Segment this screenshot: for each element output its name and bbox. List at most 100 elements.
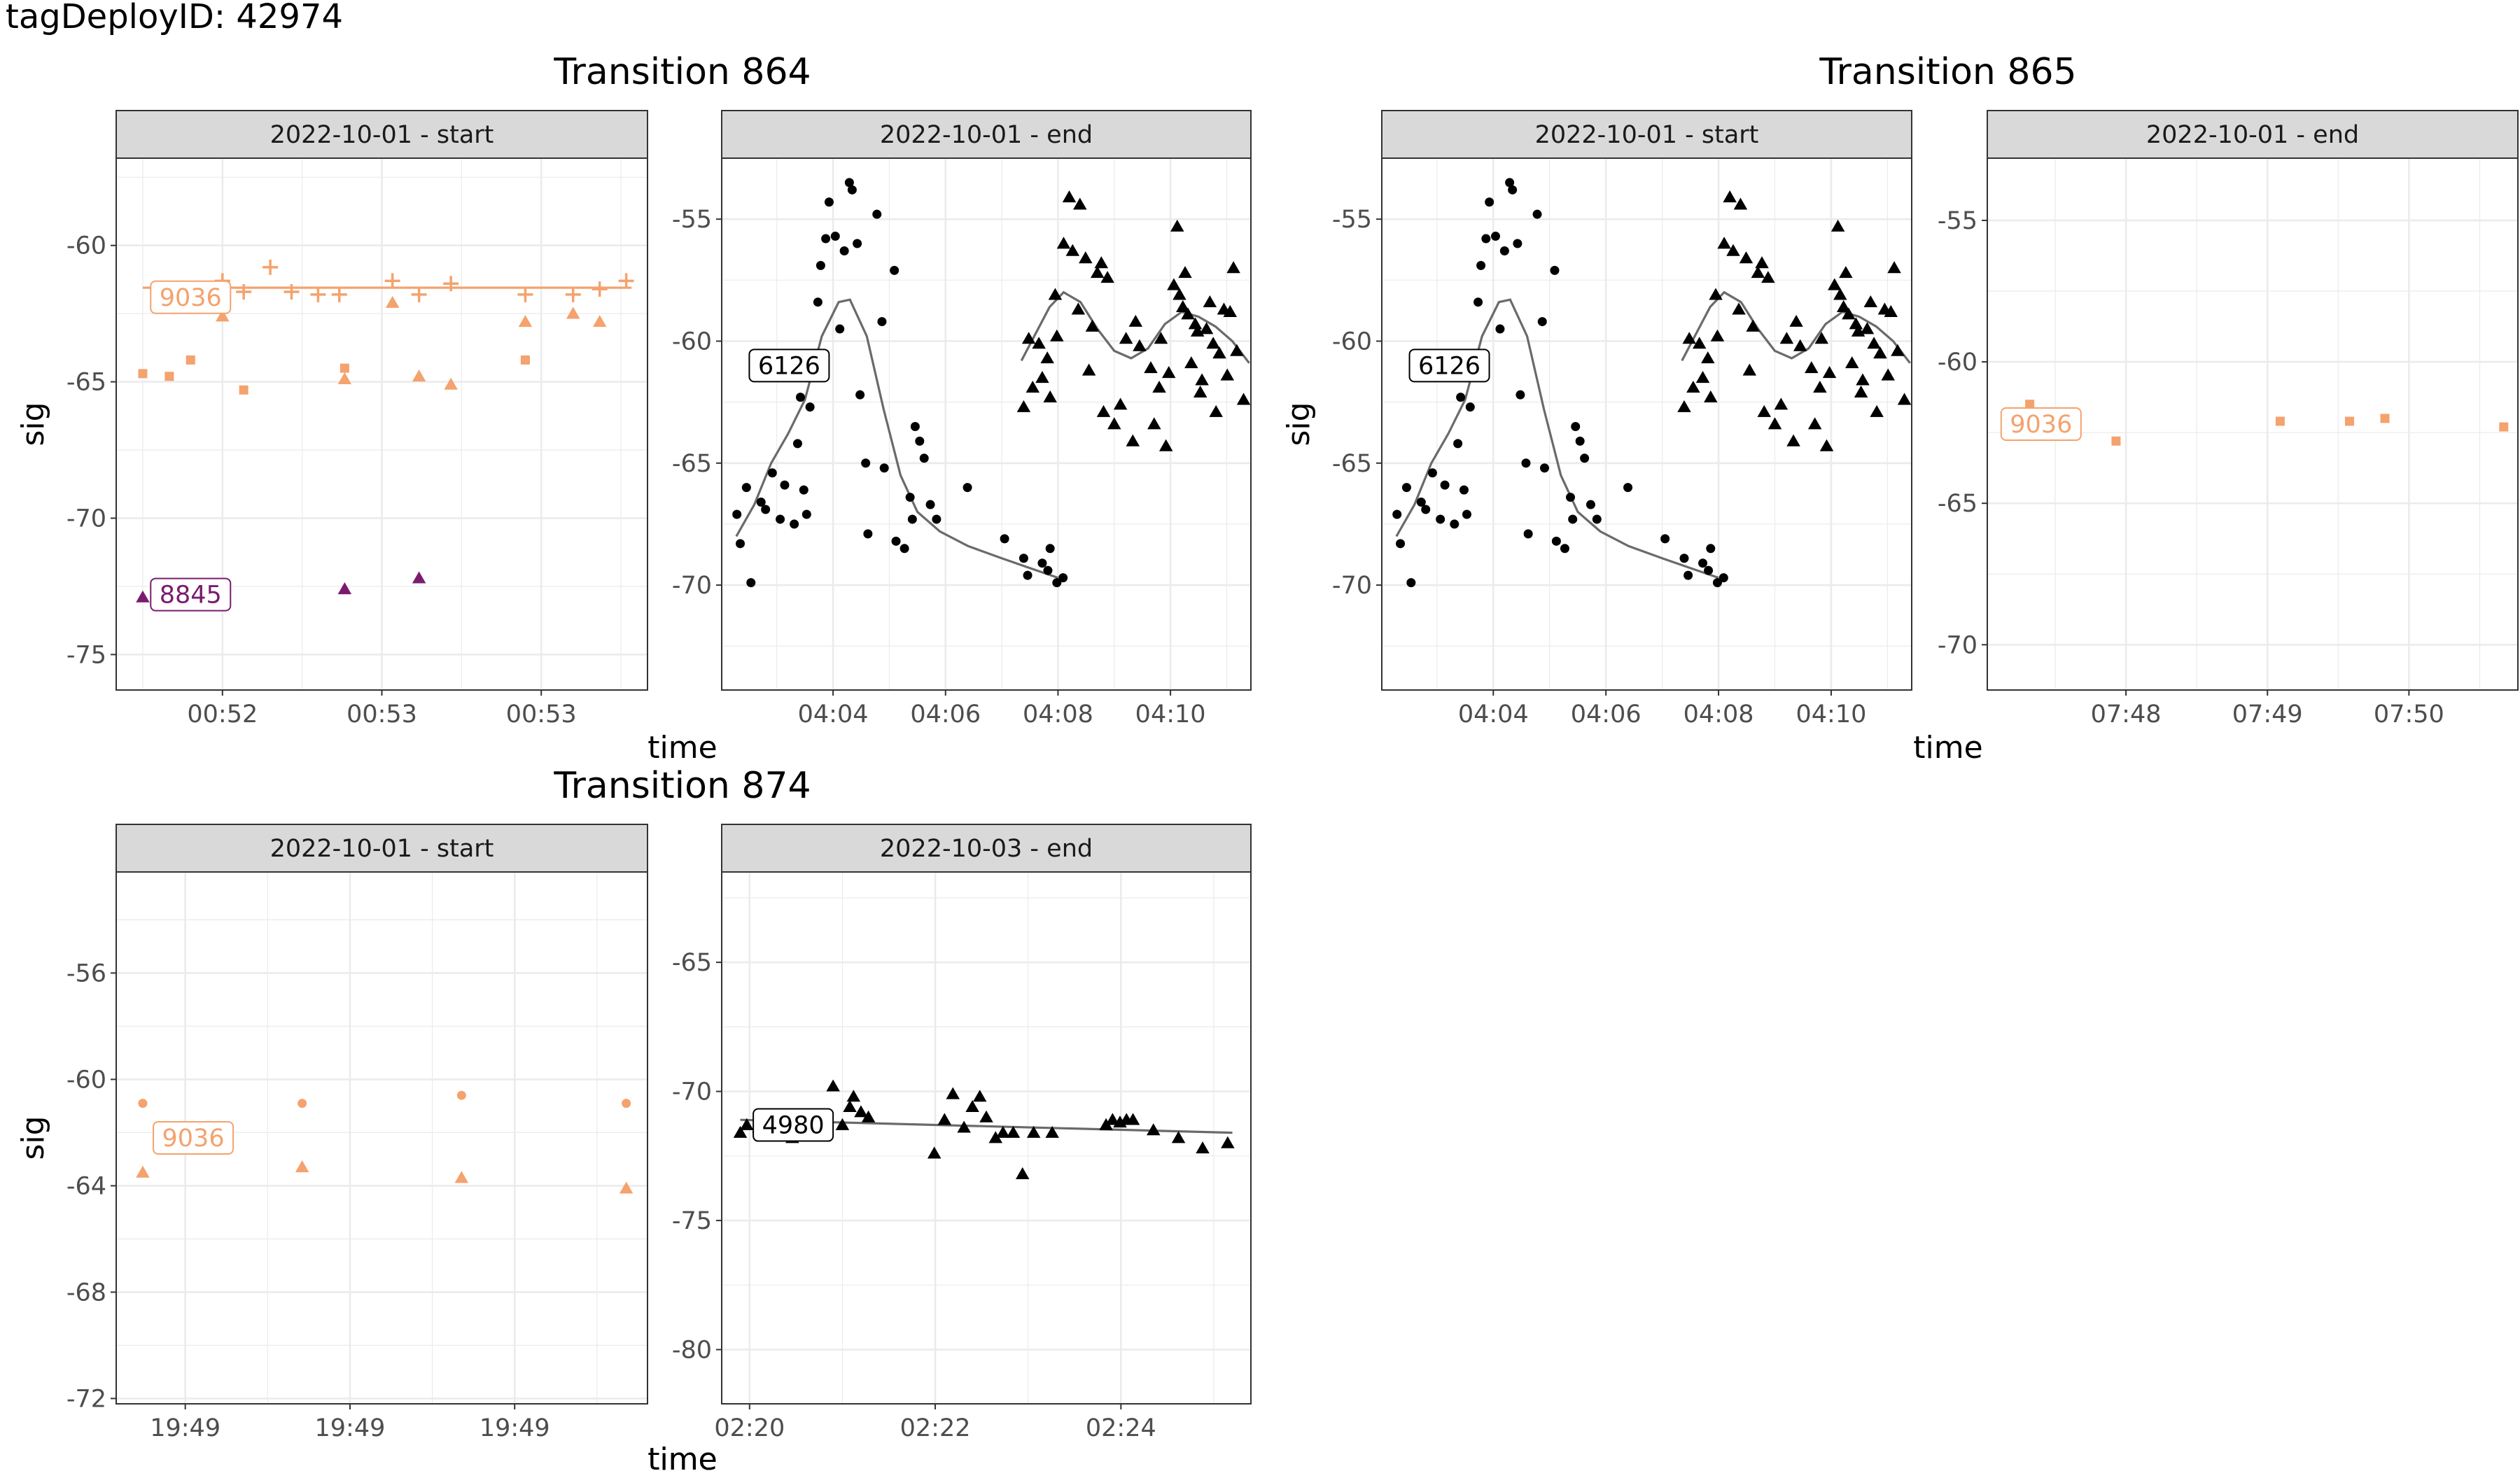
circle-point xyxy=(746,578,756,588)
triangle-point xyxy=(854,1105,868,1118)
triangle-point xyxy=(979,1110,993,1122)
circle-point xyxy=(813,297,822,307)
triangle-point xyxy=(1082,363,1096,376)
triangle-point xyxy=(1710,329,1725,342)
triangle-point xyxy=(566,307,580,319)
tag-label: 9036 xyxy=(162,1125,225,1153)
smooth-line xyxy=(1020,290,1250,364)
triangle-point xyxy=(1768,417,1782,430)
tag-label: 9036 xyxy=(2010,411,2072,439)
triangle-point xyxy=(1220,368,1235,381)
circle-point xyxy=(1440,480,1450,490)
triangle-point xyxy=(1726,244,1740,256)
y-tick-label: -70 xyxy=(1332,572,1372,600)
circle-point xyxy=(844,178,854,188)
group-title-transition-865: Transition 865 xyxy=(1819,51,2076,93)
triangle-point xyxy=(1682,332,1696,344)
circle-point xyxy=(1045,544,1055,554)
triangle-point xyxy=(1212,346,1226,359)
circle-point xyxy=(1586,500,1595,509)
tag-label: 6126 xyxy=(758,352,820,380)
circle-point xyxy=(824,197,834,207)
plus-point xyxy=(411,286,427,302)
triangle-point xyxy=(1692,337,1707,349)
triangle-point xyxy=(1830,219,1845,232)
y-tick-label: -55 xyxy=(672,206,712,234)
triangle-point xyxy=(1188,317,1203,330)
circle-point xyxy=(1453,439,1463,449)
circle-point xyxy=(1476,260,1486,270)
triangle-point xyxy=(1107,417,1121,430)
circle-point xyxy=(1450,519,1460,529)
plus-point xyxy=(310,286,326,302)
y-tick-label: -60 xyxy=(672,328,712,356)
triangle-point xyxy=(1755,256,1769,269)
square-point xyxy=(2344,416,2354,426)
triangle-point xyxy=(965,1099,979,1113)
facet-strip-label: 2022-10-01 - end xyxy=(2146,121,2359,149)
facet-panel: 2022-10-01 - start -70 -65 -60 -55 04:04 04:06… xyxy=(1281,110,1912,729)
plus-point xyxy=(236,283,252,300)
triangle-point xyxy=(1226,261,1240,274)
triangle-point xyxy=(454,1171,469,1183)
plot-area xyxy=(1382,158,1912,690)
circle-point xyxy=(1537,317,1547,327)
triangle-point xyxy=(996,1125,1010,1138)
circle-point xyxy=(756,498,766,507)
plot-area xyxy=(722,158,1251,690)
triangle-point xyxy=(1863,295,1878,308)
triangle-point xyxy=(1884,304,1898,317)
circle-point xyxy=(1462,509,1471,519)
triangle-point xyxy=(1732,302,1746,315)
y-tick-label: -60 xyxy=(1938,349,1977,376)
triangle-point xyxy=(1100,271,1114,283)
triangle-point xyxy=(1813,380,1827,393)
circle-point xyxy=(1505,178,1515,188)
plus-point xyxy=(618,273,634,289)
x-tick-label: 04:06 xyxy=(1571,701,1642,729)
y-tick-label: -80 xyxy=(672,1337,712,1365)
panel-border xyxy=(721,871,1252,1405)
triangle-point xyxy=(412,571,426,584)
y-axis-title: sig xyxy=(1281,402,1317,446)
triangle-point xyxy=(1789,314,1803,327)
circle-point xyxy=(1495,324,1505,334)
circle-point xyxy=(1427,468,1437,478)
triangle-point xyxy=(1015,1167,1030,1179)
triangle-point xyxy=(1152,380,1166,393)
triangle-point xyxy=(1887,261,1901,274)
y-tick-label: -55 xyxy=(1332,206,1372,234)
triangle-point xyxy=(1860,322,1875,335)
facet-strip-label: 2022-10-03 - end xyxy=(880,835,1093,863)
triangle-point xyxy=(1833,288,1847,300)
circle-point xyxy=(905,493,915,502)
triangle-point xyxy=(1090,266,1105,279)
triangle-point xyxy=(1701,351,1715,364)
triangle-point xyxy=(988,1131,1003,1143)
y-tick-label: -68 xyxy=(66,1279,106,1307)
x-tick-label: 07:50 xyxy=(2374,701,2444,729)
facet-strip xyxy=(721,110,1252,159)
triangle-point xyxy=(937,1113,952,1125)
circle-point xyxy=(1679,554,1689,563)
circle-point xyxy=(1043,565,1053,575)
triangle-point xyxy=(957,1120,971,1133)
tag-label: 4980 xyxy=(762,1112,825,1140)
tag-label-box xyxy=(150,577,232,612)
tag-label: 6126 xyxy=(1418,352,1480,380)
circle-point xyxy=(795,393,805,402)
triangle-point xyxy=(1746,319,1760,332)
y-tick-label: -65 xyxy=(66,369,106,397)
triangle-point xyxy=(1065,244,1080,256)
triangle-point xyxy=(1147,417,1161,430)
triangle-point xyxy=(1171,1131,1186,1143)
triangle-point xyxy=(1045,1125,1059,1138)
triangle-point xyxy=(1071,302,1086,315)
x-tick-label: 07:49 xyxy=(2232,701,2303,729)
circle-point xyxy=(792,439,802,449)
triangle-point xyxy=(1105,1113,1120,1125)
circle-point xyxy=(891,536,901,546)
triangle-point xyxy=(385,295,400,308)
y-tick-label: -60 xyxy=(1332,328,1372,356)
facet-strip-label: 2022-10-01 - start xyxy=(270,121,494,149)
